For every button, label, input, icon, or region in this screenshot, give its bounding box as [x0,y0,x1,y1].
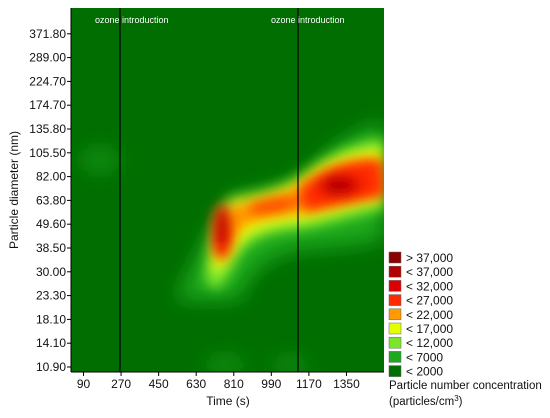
legend-swatch [388,308,402,321]
legend: > 37,000< 37,000< 32,000< 27,000< 22,000… [388,251,453,379]
legend-label: < 37,000 [406,265,453,279]
y-tick-label: 63.80 [36,193,66,207]
legend-label: > 37,000 [406,251,453,265]
y-axis-title: Particle diameter (nm) [7,131,21,249]
y-tick-label: 38.50 [36,241,66,255]
legend-title: Particle number concentration [389,380,542,392]
annotation-label-1: ozone introduction [95,15,169,25]
y-tick-label: 49.60 [36,217,66,231]
y-tick-label: 289.00 [29,51,66,65]
x-tick-label: 1350 [333,377,360,391]
y-axis-ticks: 10.90 14.10 18.10 23.30 30.00 38.50 49.60 63.80… [29,27,71,374]
legend-swatch [388,336,402,349]
y-tick-label: 30.00 [36,265,66,279]
y-tick-label: 174.70 [29,98,66,112]
x-tick-label: 1170 [296,377,322,391]
x-tick-label: 990 [261,377,281,391]
y-tick-label: 82.00 [36,170,66,184]
y-tick-label: 371.80 [29,27,66,41]
x-tick-label: 270 [111,377,131,391]
legend-swatch [388,294,402,306]
x-tick-label: 90 [77,377,91,391]
legend-label: < 17,000 [406,322,453,336]
y-tick-label: 224.70 [29,74,66,88]
legend-swatch [388,265,402,278]
y-tick-label: 23.30 [36,289,66,303]
legend-label: < 2000 [406,365,443,379]
legend-label: < 32,000 [406,279,453,293]
x-axis-ticks: 90 270 450 630 810 990 1170 1350 [77,372,360,391]
x-tick-label: 630 [186,377,206,391]
annotation-label-2: ozone introduction [271,15,345,25]
legend-label: < 27,000 [406,294,453,308]
legend-label: < 12,000 [406,336,453,350]
y-tick-label: 14.10 [36,336,66,350]
legend-swatch [388,280,402,292]
y-tick-label: 135.80 [29,122,66,136]
y-tick-label: 18.10 [36,312,66,326]
legend-swatch [388,251,402,264]
annotation-ozone-1: ozone introduction [95,8,169,372]
x-tick-label: 810 [224,377,244,391]
legend-label: < 7000 [406,350,443,364]
legend-unit: (particles/cm3) [389,394,463,408]
annotation-ozone-2: ozone introduction [271,8,345,372]
y-tick-label: 10.90 [36,360,66,374]
x-axis-title: Time (s) [206,394,250,408]
legend-swatch [388,322,402,335]
y-tick-label: 105.50 [29,146,66,160]
legend-swatch [388,351,402,363]
legend-label: < 22,000 [406,308,453,322]
legend-swatch [388,365,402,377]
x-tick-label: 450 [149,377,169,391]
